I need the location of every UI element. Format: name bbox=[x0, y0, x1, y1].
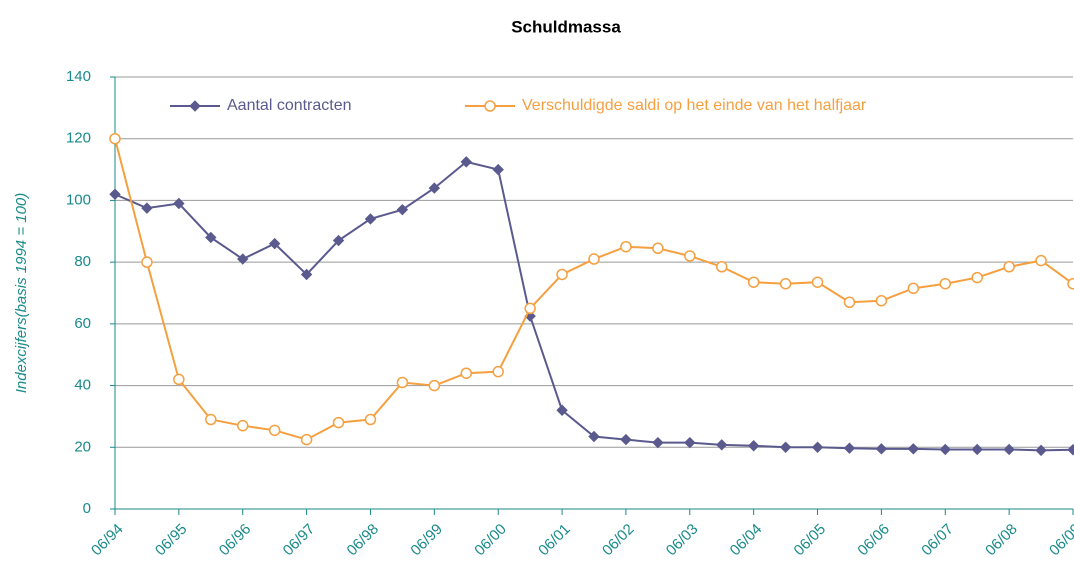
point bbox=[492, 365, 504, 378]
x-tick-label: 06/94 bbox=[88, 521, 127, 560]
x-tick-label: 06/04 bbox=[727, 521, 766, 560]
x-tick-label: 06/00 bbox=[471, 521, 510, 560]
legend-marker bbox=[484, 100, 496, 112]
x-tick-label: 06/05 bbox=[791, 521, 830, 560]
point bbox=[875, 443, 888, 455]
point bbox=[1067, 444, 1074, 456]
x-tick-label: 06/98 bbox=[344, 521, 383, 560]
chart-title: Schuldmassa bbox=[511, 17, 621, 36]
point bbox=[205, 413, 217, 426]
point bbox=[236, 419, 249, 432]
legend-label: Verschuldigde saldi op het einde van het… bbox=[522, 97, 867, 114]
point bbox=[556, 404, 568, 416]
point bbox=[588, 253, 600, 265]
point bbox=[300, 268, 313, 281]
y-tick-label: 120 bbox=[66, 130, 91, 147]
x-tick-label: 06/99 bbox=[407, 521, 446, 560]
point bbox=[811, 276, 824, 288]
point bbox=[620, 433, 632, 446]
point bbox=[811, 441, 824, 453]
point bbox=[939, 277, 952, 290]
point bbox=[332, 416, 345, 429]
point bbox=[971, 271, 983, 284]
point bbox=[364, 413, 377, 426]
point bbox=[141, 256, 153, 268]
point bbox=[779, 277, 792, 290]
point bbox=[205, 231, 217, 244]
x-tick-label: 06/97 bbox=[280, 521, 319, 560]
point bbox=[109, 132, 121, 145]
legend-bg bbox=[160, 88, 970, 124]
point bbox=[715, 261, 728, 273]
point bbox=[747, 440, 760, 452]
point bbox=[428, 379, 441, 392]
point bbox=[492, 163, 504, 176]
point bbox=[875, 294, 888, 307]
point bbox=[332, 234, 345, 247]
y-axis-label: Indexcijfers(basis 1994 = 100) bbox=[13, 193, 30, 394]
point bbox=[939, 443, 951, 456]
point bbox=[141, 202, 153, 214]
point bbox=[460, 156, 472, 168]
x-tick-label: 06/03 bbox=[663, 521, 702, 560]
x-tick-label: 06/06 bbox=[854, 521, 893, 560]
point bbox=[843, 442, 856, 454]
y-tick-label: 40 bbox=[74, 377, 91, 394]
point bbox=[237, 253, 249, 265]
point bbox=[1035, 444, 1047, 457]
point bbox=[907, 443, 920, 455]
y-tick-label: 20 bbox=[74, 438, 91, 455]
y-tick-label: 0 bbox=[83, 500, 91, 517]
point bbox=[652, 242, 664, 255]
point bbox=[109, 188, 121, 200]
y-tick-label: 60 bbox=[74, 315, 91, 332]
point bbox=[173, 373, 185, 386]
point bbox=[747, 276, 760, 288]
point bbox=[268, 424, 281, 437]
point bbox=[268, 237, 281, 250]
point bbox=[684, 436, 696, 449]
point bbox=[173, 197, 185, 210]
series-line bbox=[114, 160, 1074, 452]
point bbox=[1003, 261, 1015, 273]
x-tick-label: 06/02 bbox=[599, 521, 638, 560]
y-tick-label: 140 bbox=[66, 68, 91, 85]
x-tick-label: 06/09 bbox=[1046, 521, 1074, 560]
point bbox=[428, 182, 441, 194]
point bbox=[779, 441, 792, 453]
point bbox=[907, 282, 920, 295]
series-line bbox=[114, 138, 1074, 441]
point bbox=[396, 203, 409, 216]
y-tick-label: 80 bbox=[74, 253, 91, 270]
point bbox=[588, 430, 600, 443]
point bbox=[1035, 254, 1047, 267]
point bbox=[524, 302, 536, 315]
x-tick-label: 06/01 bbox=[535, 521, 574, 560]
point bbox=[1067, 277, 1074, 290]
legend-label: Aantal contracten bbox=[227, 97, 352, 114]
point bbox=[300, 433, 313, 446]
point bbox=[364, 213, 377, 225]
y-tick-label: 100 bbox=[66, 191, 91, 208]
point bbox=[971, 443, 983, 456]
point bbox=[1003, 443, 1015, 456]
point bbox=[396, 376, 409, 389]
point bbox=[620, 240, 632, 253]
x-tick-label: 06/95 bbox=[152, 521, 191, 560]
point bbox=[556, 268, 568, 281]
point bbox=[684, 250, 696, 262]
x-tick-label: 06/07 bbox=[918, 521, 957, 560]
legend-marker bbox=[189, 100, 201, 112]
x-tick-label: 06/96 bbox=[216, 521, 255, 560]
point bbox=[460, 367, 473, 379]
point bbox=[843, 296, 856, 309]
point bbox=[716, 439, 728, 451]
x-tick-label: 06/08 bbox=[982, 521, 1021, 560]
point bbox=[652, 436, 664, 449]
